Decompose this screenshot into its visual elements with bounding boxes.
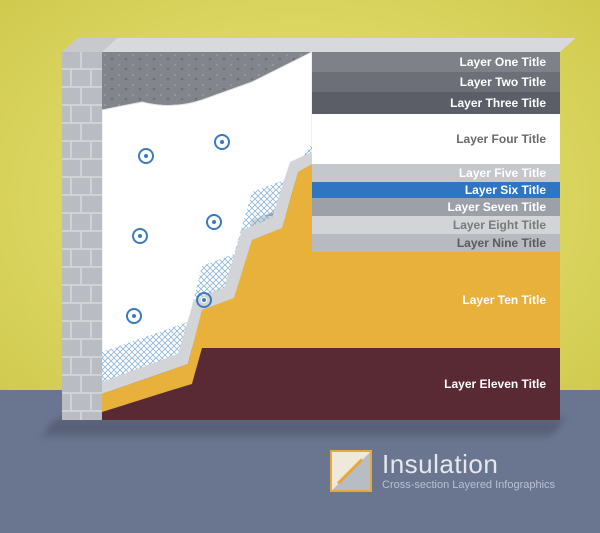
layer-label-8: Layer Eight Title	[453, 218, 546, 232]
brick-pattern	[62, 52, 102, 420]
layer-label-5: Layer Five Title	[459, 166, 546, 180]
layer-label-3: Layer Three Title	[450, 96, 546, 110]
anchor-icon	[214, 134, 230, 150]
logo-icon	[330, 450, 372, 492]
layer-band-1: Layer One Title	[102, 52, 560, 72]
footer-title: Insulation	[382, 451, 555, 477]
layer-band-2: Layer Two Title	[102, 72, 560, 92]
layer-label-9: Layer Nine Title	[457, 236, 546, 250]
anchor-icon	[126, 308, 142, 324]
layer-label-6: Layer Six Title	[465, 183, 546, 197]
layer-band-10: Layer Ten Title	[102, 252, 560, 348]
layer-band-9: Layer Nine Title	[102, 234, 560, 252]
wall-face: Layer One Title Layer Two Title Layer Thre…	[102, 52, 560, 420]
layer-band-11: Layer Eleven Title	[102, 348, 560, 420]
wall-top-edge	[62, 38, 576, 52]
layer-label-4: Layer Four Title	[456, 132, 546, 146]
layer-label-11: Layer Eleven Title	[444, 377, 546, 391]
layer-band-5: Layer Five Title	[102, 164, 560, 182]
base-shadow	[42, 418, 565, 436]
anchor-icon	[196, 292, 212, 308]
anchor-icon	[206, 214, 222, 230]
layer-band-8: Layer Eight Title	[102, 216, 560, 234]
anchor-icon	[138, 148, 154, 164]
layer-band-3: Layer Three Title	[102, 92, 560, 114]
layer-band-7: Layer Seven Title	[102, 198, 560, 216]
layer-label-1: Layer One Title	[460, 55, 546, 69]
layer-band-6: Layer Six Title	[102, 182, 560, 198]
footer-subtitle: Cross-section Layered Infographics	[382, 479, 555, 491]
layer-band-4: Layer Four Title	[102, 114, 560, 164]
layer-label-10: Layer Ten Title	[462, 293, 546, 307]
anchor-icon	[132, 228, 148, 244]
layer-label-7: Layer Seven Title	[448, 200, 547, 214]
footer: Insulation Cross-section Layered Infogra…	[330, 450, 555, 492]
layer-label-2: Layer Two Title	[460, 75, 546, 89]
